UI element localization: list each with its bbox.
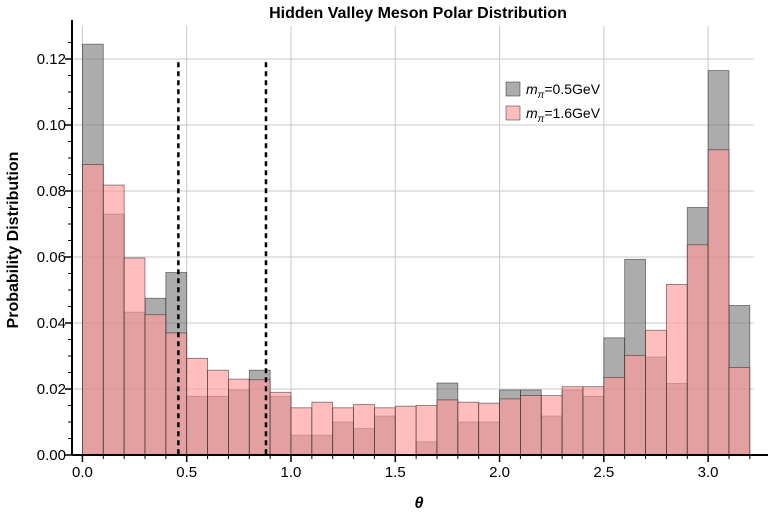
bar-series2-bin-14 <box>374 407 396 456</box>
bar-series2-bin-15 <box>394 405 417 456</box>
y-tick-label-0: 0.00 <box>37 447 66 464</box>
y-tick-label-6: 0.12 <box>37 51 66 68</box>
y-tick-label-2: 0.04 <box>37 315 66 332</box>
x-tick-label-3: 1.5 <box>385 464 406 481</box>
bar-series2-bin-19 <box>478 402 500 456</box>
chart-title: Hidden Valley Meson Polar Distribution <box>269 5 567 22</box>
x-axis-title: θ <box>415 495 424 512</box>
axis-ticks: 0.0 0.5 1.0 1.5 2.0 2.5 3.0 0.00 0.02 0.04 0.06 0.0… <box>37 42 751 481</box>
legend: mπ=0.5GeV mπ=1.6GeV <box>505 81 601 125</box>
legend-swatch-1 <box>505 105 521 121</box>
bar-series2-bin-29 <box>686 244 709 456</box>
y-tick-label-3: 0.06 <box>37 249 66 266</box>
bar-series2-bin-28 <box>666 283 688 456</box>
bar-series2-bin-20 <box>499 398 521 456</box>
bar-series2-bin-4 <box>165 332 188 456</box>
x-tick-label-0: 0.0 <box>72 464 93 481</box>
bar-series2-bin-27 <box>645 329 667 456</box>
vertical-reference-lines <box>177 62 268 455</box>
x-tick-label-6: 3.0 <box>698 464 719 481</box>
bar-series2-bin-22 <box>540 395 563 456</box>
bar-series2-bin-11 <box>311 401 334 456</box>
y-tick-label-5: 0.10 <box>37 117 66 134</box>
legend-label-1: mπ=1.6GeV <box>526 105 601 125</box>
bar-series2-bin-6 <box>207 369 229 456</box>
bar-series2-bin-1 <box>102 184 125 456</box>
bar-series2-bin-12 <box>332 407 354 456</box>
x-tick-label-5: 2.5 <box>593 464 614 481</box>
x-tick-label-2: 1.0 <box>281 464 302 481</box>
x-tick-label-1: 0.5 <box>176 464 197 481</box>
legend-swatch-0 <box>505 81 521 97</box>
y-axis-title: Probability Distribution <box>5 152 22 329</box>
bar-series2-bin-5 <box>186 357 208 456</box>
x-tick-label-4: 2.0 <box>489 464 510 481</box>
bar-series2-bin-17 <box>436 399 459 456</box>
bar-series2-bin-24 <box>582 386 605 456</box>
bar-series2-bin-26 <box>624 354 646 456</box>
bar-series2-bin-10 <box>290 407 313 456</box>
bar-series2-bin-13 <box>353 404 375 456</box>
bar-series2-bin-25 <box>603 377 626 456</box>
bar-series2-bin-16 <box>415 405 438 456</box>
bar-series2-bin-0 <box>82 164 104 456</box>
legend-label-0: mπ=0.5GeV <box>526 81 601 101</box>
bar-series2-bin-23 <box>561 386 584 456</box>
bar-series2-bin-18 <box>457 401 480 456</box>
bar-series2-bin-30 <box>707 149 730 456</box>
y-tick-label-1: 0.02 <box>37 381 66 398</box>
gridlines <box>72 26 754 456</box>
histogram-bars <box>82 43 751 456</box>
bar-series2-bin-9 <box>269 391 292 456</box>
bar-series2-bin-31 <box>728 367 751 456</box>
bar-series2-bin-21 <box>520 395 542 456</box>
bar-series2-bin-7 <box>228 378 250 456</box>
bar-series2-bin-2 <box>123 257 146 456</box>
y-tick-label-4: 0.08 <box>37 183 66 200</box>
bar-series2-bin-3 <box>144 314 167 456</box>
